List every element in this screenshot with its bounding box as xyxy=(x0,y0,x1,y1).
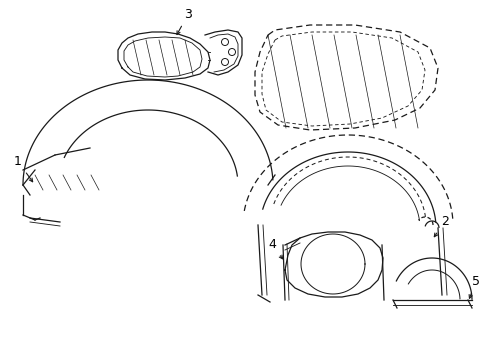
Text: 4: 4 xyxy=(267,238,282,259)
Text: 1: 1 xyxy=(14,155,33,182)
Text: 3: 3 xyxy=(177,8,192,35)
Text: 5: 5 xyxy=(468,275,479,298)
Text: 2: 2 xyxy=(433,215,448,237)
